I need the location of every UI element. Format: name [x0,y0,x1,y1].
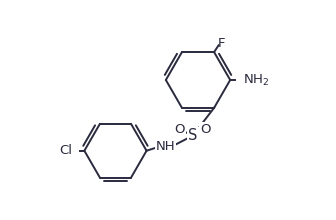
Text: NH: NH [156,140,176,153]
Text: O: O [200,123,211,136]
Text: Cl: Cl [59,144,73,157]
Text: NH$_2$: NH$_2$ [243,72,269,88]
Text: S: S [188,128,197,143]
Text: O: O [174,123,185,136]
Text: F: F [218,37,225,50]
